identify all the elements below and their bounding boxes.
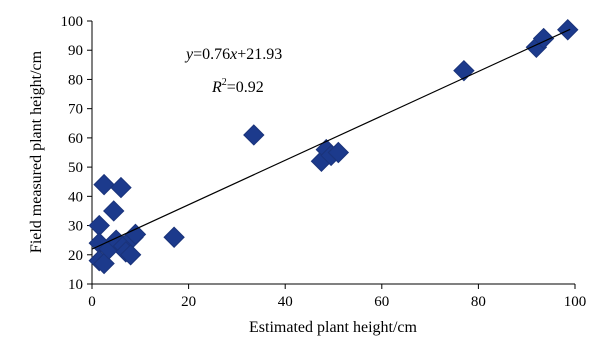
x-tick-label: 0: [88, 294, 96, 310]
data-point: [327, 141, 350, 164]
y-tick-label: 100: [61, 14, 84, 30]
y-tick-label: 70: [68, 102, 83, 118]
r-squared-symbol: R: [211, 79, 222, 96]
r-squared: R2=0.92: [211, 77, 264, 96]
trend-line: [91, 28, 571, 250]
x-tick-label: 20: [181, 294, 196, 310]
y-tick-label: 60: [68, 131, 83, 147]
x-tick-label: 100: [564, 294, 587, 310]
regression-equation: y=0.76x+21.93: [184, 46, 282, 63]
y-axis-label: Field measured plant height/cm: [28, 50, 45, 253]
x-tick-label: 40: [278, 294, 293, 310]
equation-x-var: x: [229, 46, 237, 63]
x-tick-label: 80: [471, 294, 486, 310]
x-axis-label: Estimated plant height/cm: [249, 319, 418, 336]
data-point: [119, 244, 142, 266]
equation-y-var: y: [184, 46, 194, 63]
y-ticks: 10 20 30 40 50 60 70 80 90 100: [61, 14, 92, 293]
y-tick-label: 50: [68, 160, 83, 176]
y-tick-label: 40: [68, 189, 83, 205]
data-point: [163, 226, 185, 248]
y-tick-label: 90: [68, 43, 83, 59]
y-tick-label: 80: [68, 72, 83, 88]
x-tick-label: 60: [374, 294, 389, 310]
data-point: [243, 124, 265, 146]
r-squared-superscript: 2: [222, 77, 227, 88]
data-point: [124, 223, 147, 246]
y-tick-label: 10: [68, 277, 83, 293]
data-point: [103, 200, 125, 222]
data-point: [93, 252, 115, 275]
r-squared-value: =0.92: [227, 79, 264, 96]
data-point: [110, 176, 132, 199]
data-points: [88, 19, 579, 275]
y-tick-label: 20: [68, 248, 83, 264]
equation-part2: +21.93: [237, 46, 282, 63]
data-point: [93, 173, 115, 196]
y-tick-label: 30: [68, 219, 83, 235]
equation-part1: =0.76: [193, 46, 230, 63]
x-ticks: 0 20 40 60 80 100: [88, 284, 586, 310]
